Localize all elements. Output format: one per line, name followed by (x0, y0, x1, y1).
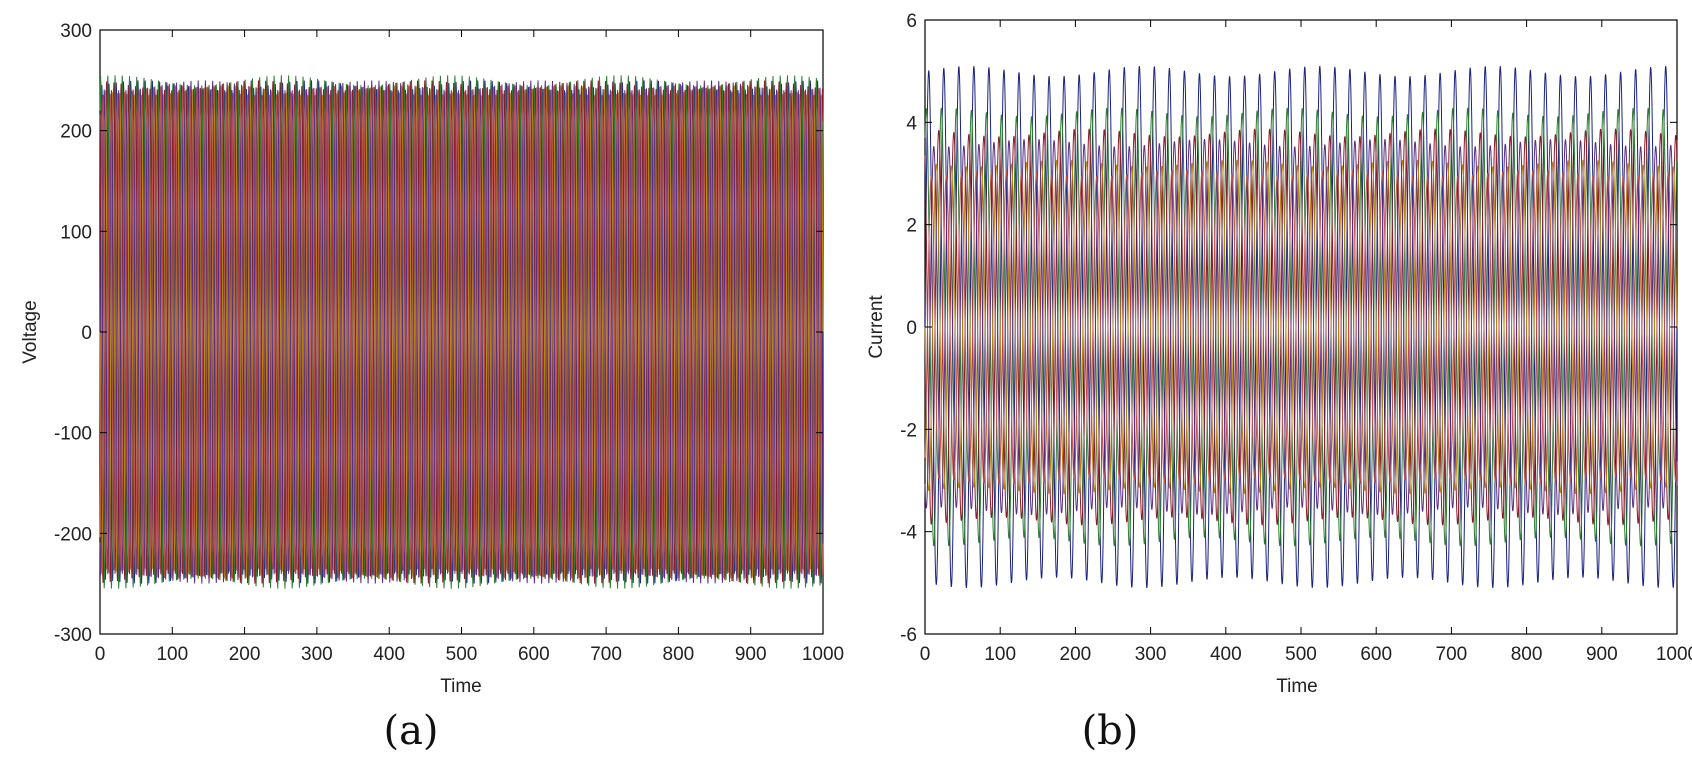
y-tick-label-voltage: -100 (54, 424, 92, 445)
x-axis-title-voltage: Time (440, 676, 482, 697)
x-tick-label-current: 500 (1285, 644, 1317, 665)
caption-a: (a) (383, 708, 438, 754)
x-ticks-current: 0 100 200 300 400 500 600 700 800 900 1000 (920, 20, 1692, 665)
y-axis-title-voltage: Voltage (20, 300, 41, 363)
series-line-voltage-6 (99, 85, 824, 579)
y-tick-label-voltage: -200 (54, 524, 92, 545)
y-tick-label-voltage: 300 (60, 21, 92, 42)
caption-b: (b) (1082, 708, 1139, 754)
y-tick-label-current: -2 (900, 420, 917, 441)
x-tick-label-voltage: 700 (590, 644, 622, 665)
y-ticks-current: 6 4 2 0 -2 -4 -6 (900, 11, 1677, 646)
chart-panel-voltage: 0 100 200 300 400 500 600 700 800 900 1000 3002001… (20, 21, 844, 754)
x-tick-label-current: 800 (1511, 644, 1543, 665)
y-tick-label-voltage: -300 (54, 625, 92, 646)
x-tick-label-current: 200 (1060, 644, 1092, 665)
x-tick-label-current: 700 (1436, 644, 1468, 665)
x-tick-label-voltage: 500 (446, 644, 478, 665)
y-ticks-voltage: 300 200 100 0 -100 -200 -300 (54, 21, 823, 646)
x-tick-label-voltage: 200 (229, 644, 261, 665)
x-tick-label-voltage: 100 (156, 644, 188, 665)
x-ticks-voltage: 0 100 200 300 400 500 600 700 800 900 1000 (95, 30, 844, 665)
series-line-current-6 (924, 170, 1678, 484)
y-tick-label-current: 2 (906, 216, 917, 237)
y-tick-label-current: 0 (906, 318, 917, 339)
y-tick-label-voltage: 100 (60, 222, 92, 243)
y-tick-label-current: 4 (906, 113, 917, 134)
x-tick-label-current: 1000 (1656, 644, 1692, 665)
x-axis-title-current: Time (1276, 676, 1318, 697)
x-tick-label-current: 400 (1210, 644, 1242, 665)
x-tick-label-voltage: 900 (735, 644, 767, 665)
y-tick-label-voltage: 0 (81, 323, 92, 344)
x-tick-label-voltage: 400 (373, 644, 405, 665)
x-tick-label-voltage: 1000 (802, 644, 844, 665)
x-tick-label-current: 300 (1135, 644, 1167, 665)
y-tick-label-voltage: 200 (60, 122, 92, 143)
x-tick-label-current: 600 (1360, 644, 1392, 665)
x-tick-label-current: 100 (984, 644, 1016, 665)
y-tick-label-current: -4 (900, 523, 917, 544)
x-tick-label-voltage: 600 (518, 644, 550, 665)
series-group-current (924, 65, 1678, 589)
y-axis-title-current: Current (866, 295, 887, 359)
y-tick-label-current: 6 (906, 11, 917, 32)
x-tick-label-current: 900 (1586, 644, 1618, 665)
x-tick-label-current: 0 (920, 644, 931, 665)
chart-panel-current: 0 100 200 300 400 500 600 700 800 900 1000 6 4 2 0 -2 -… (866, 11, 1692, 754)
series-group-voltage (99, 75, 824, 589)
series-line-current-5 (924, 139, 1678, 515)
x-tick-label-voltage: 300 (301, 644, 333, 665)
y-tick-label-current: -6 (900, 625, 917, 646)
x-tick-label-voltage: 800 (663, 644, 695, 665)
x-tick-label-voltage: 0 (95, 644, 106, 665)
